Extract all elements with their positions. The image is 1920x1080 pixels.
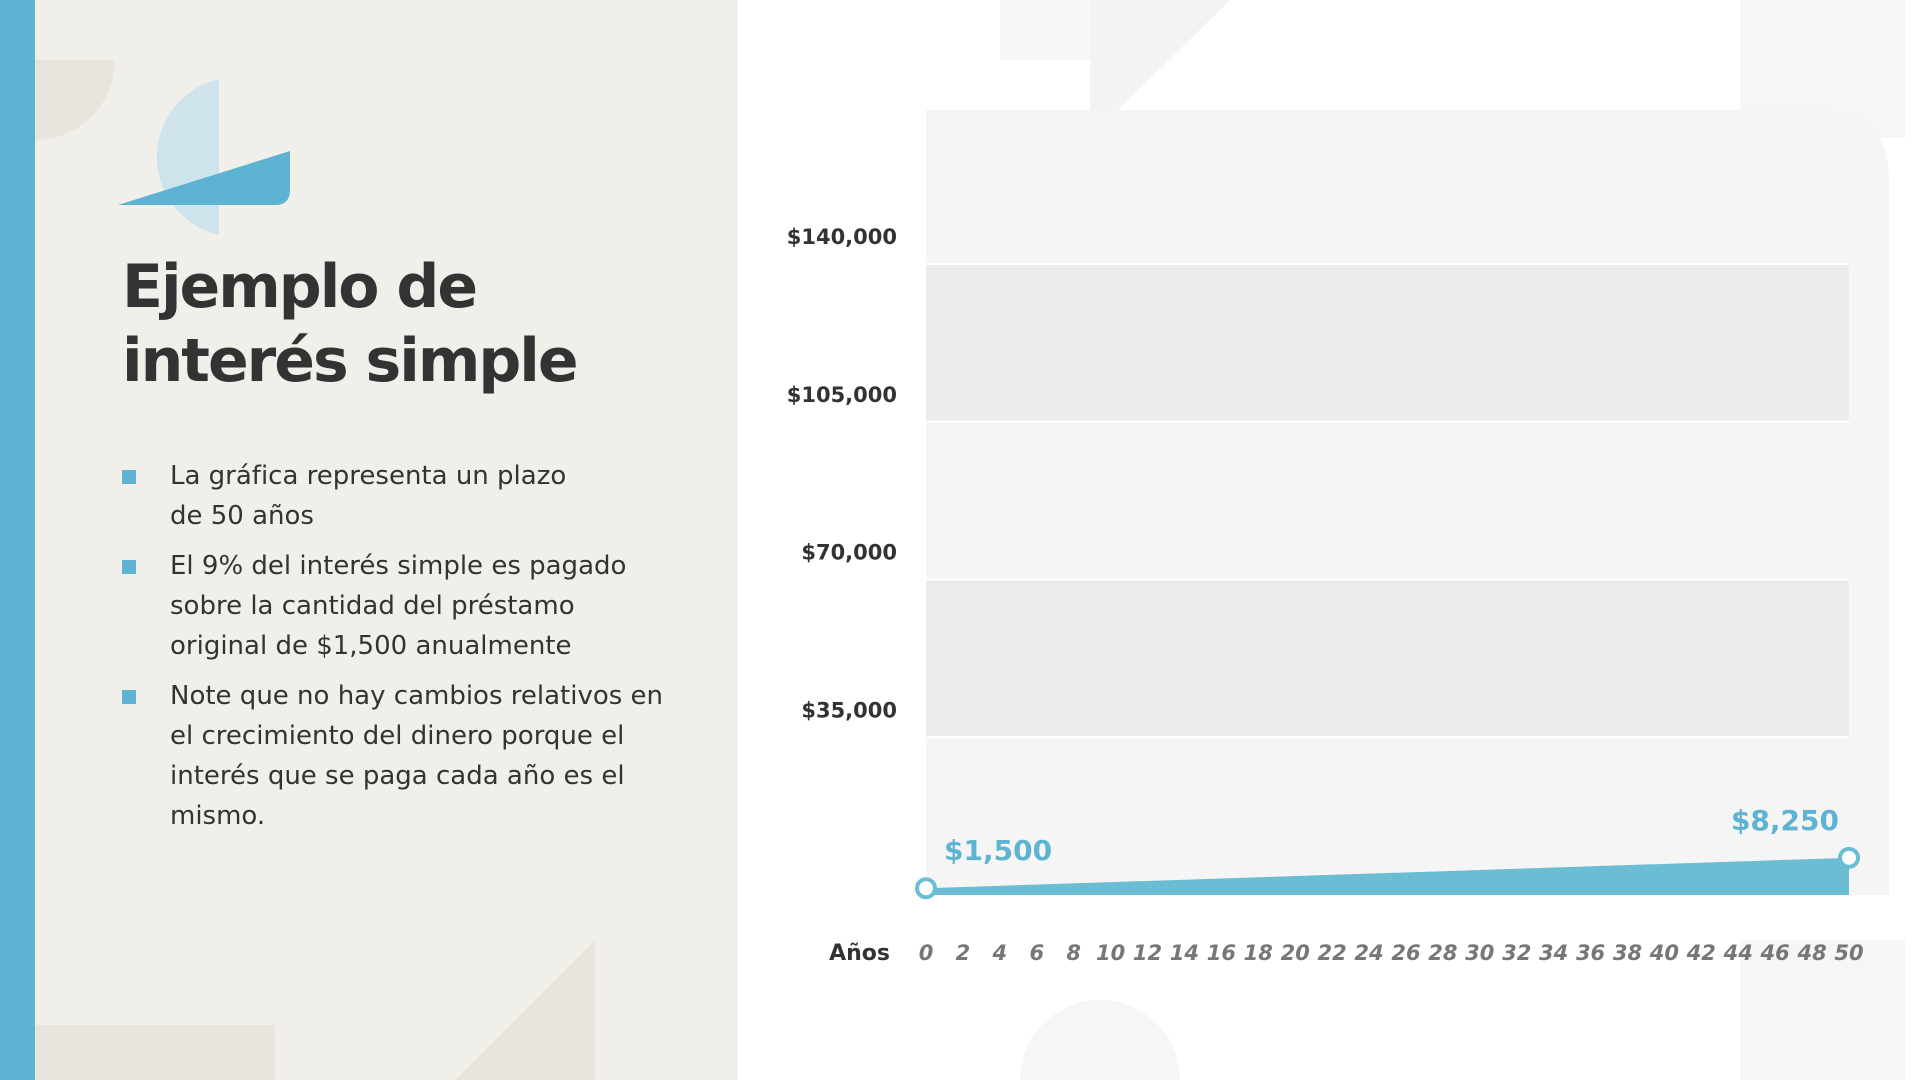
bullet-text: sobre la cantidad del préstamo — [170, 591, 575, 621]
decor-shape — [35, 1025, 275, 1080]
decor-shape — [455, 940, 595, 1080]
x-tick-label: 30 — [1465, 941, 1494, 965]
x-tick-label: 40 — [1649, 941, 1679, 965]
bullet-text: mismo. — [170, 801, 266, 831]
bullet-text: original de $1,500 anualmente — [170, 631, 572, 661]
data-label: $8,250 — [1731, 804, 1839, 837]
point-marker — [1838, 846, 1860, 869]
x-tick-label: 24 — [1354, 941, 1383, 965]
x-tick-label: 12 — [1133, 941, 1162, 965]
logo-triangle — [118, 151, 290, 205]
y-tick-label: $35,000 — [801, 698, 897, 722]
decor-shape — [35, 60, 115, 140]
decor-shape — [1740, 940, 1905, 1080]
x-tick-label: 46 — [1760, 941, 1790, 965]
grid-band — [926, 579, 1849, 738]
bullet-marker — [122, 560, 136, 574]
x-tick-label: 34 — [1539, 941, 1568, 965]
x-tick-label: 26 — [1391, 941, 1420, 965]
decor-shape — [1090, 0, 1230, 138]
point-marker — [915, 877, 937, 900]
bullet-text: La gráfica representa un plazo — [170, 461, 567, 491]
grid-band — [926, 264, 1849, 422]
x-tick-label: 14 — [1170, 941, 1199, 965]
decor-shape — [1020, 1000, 1180, 1080]
plot-area: $35,000 $70,000 $105,000 $140,000 $1,500 $8,2… — [787, 225, 1864, 966]
bullet-text: de 50 años — [170, 501, 314, 531]
x-tick-label: 50 — [1834, 941, 1863, 965]
x-tick-label: 20 — [1281, 941, 1310, 965]
area — [926, 857, 1849, 895]
x-tick-label: 44 — [1723, 941, 1753, 965]
slide-title: Ejemplo de — [122, 252, 478, 322]
accent-bar — [0, 0, 35, 1080]
x-tick-label: 16 — [1207, 941, 1236, 965]
bullet-item: La gráfica representa un plazo de 50 años — [122, 456, 682, 536]
x-tick-label: 18 — [1244, 941, 1273, 965]
panel-decor — [35, 60, 595, 1080]
bullet-text: interés que se paga cada año es el — [170, 761, 625, 791]
plot-background — [926, 110, 1889, 895]
y-tick-label: $140,000 — [787, 225, 897, 249]
x-tick-label: 42 — [1686, 941, 1716, 965]
x-axis-label: Años — [829, 941, 890, 966]
x-tick-label: 2 — [956, 941, 971, 965]
x-tick-label: 22 — [1318, 941, 1347, 965]
x-tick-label: 32 — [1502, 941, 1531, 965]
x-tick-label: 4 — [992, 941, 1008, 965]
bullet-marker — [122, 470, 136, 484]
text-panel — [35, 0, 738, 1080]
data-label: $1,500 — [944, 834, 1052, 867]
bullet-item: El 9% del interés simple es pagado sobre … — [122, 546, 682, 666]
x-tick-label: 48 — [1796, 941, 1826, 965]
x-tick-label: 0 — [919, 941, 934, 965]
y-tick-label: $70,000 — [801, 541, 897, 565]
x-tick-label: 28 — [1428, 941, 1457, 965]
slide-title: interés simple — [122, 326, 579, 396]
x-tick-label: 38 — [1613, 941, 1642, 965]
bullet-text: Note que no hay cambios relativos en — [170, 681, 664, 711]
bullet-item: Note que no hay cambios relativos en el c… — [122, 676, 682, 836]
bullet-text: el crecimiento del dinero porque el — [170, 721, 625, 751]
y-tick-label: $105,000 — [787, 383, 897, 407]
x-tick-label: 8 — [1066, 941, 1081, 965]
bullet-text: El 9% del interés simple es pagado — [170, 551, 627, 581]
x-tick-label: 36 — [1576, 941, 1605, 965]
bullet-marker — [122, 690, 136, 704]
x-tick-label: 6 — [1029, 941, 1044, 965]
x-tick-label: 10 — [1096, 941, 1125, 965]
